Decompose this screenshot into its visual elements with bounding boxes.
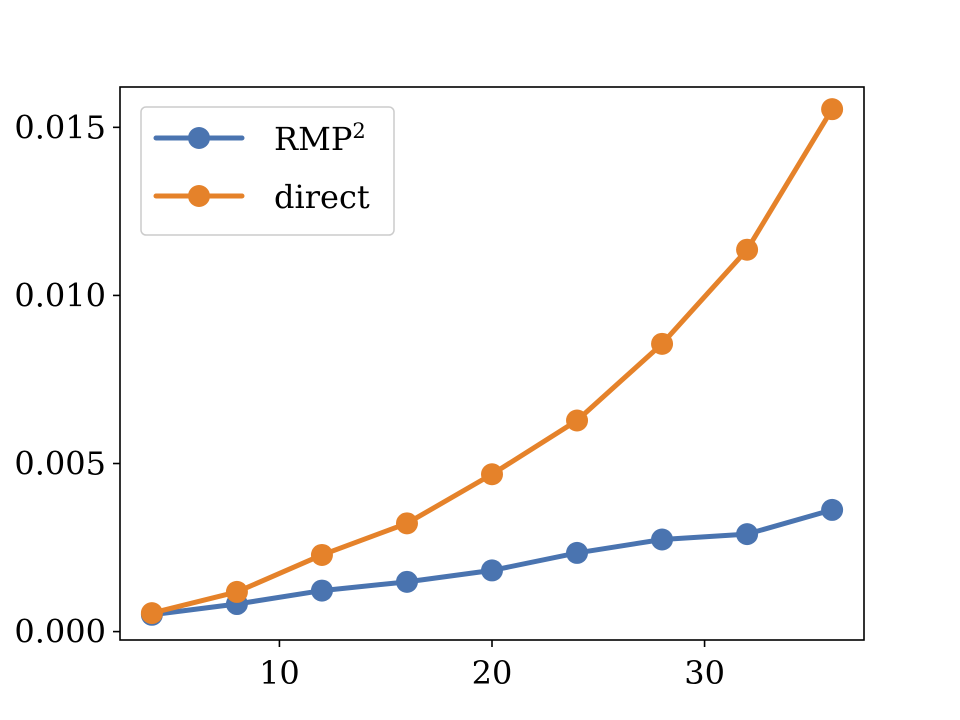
y-tick-label: 0.005 [14, 445, 106, 483]
series-0-point [395, 570, 418, 593]
series-1-point [481, 463, 503, 486]
legend: RMP2 direct [140, 106, 395, 236]
series-1-point [566, 409, 589, 432]
series-0-point [566, 541, 589, 564]
series-0-point [736, 523, 759, 546]
series-layer [140, 98, 844, 626]
y-tick-label: 0.010 [14, 276, 106, 314]
legend-swatch-marker [188, 127, 210, 149]
y-tick-label: 0.000 [14, 613, 106, 651]
series-1-point [651, 332, 674, 355]
series-1-point [225, 580, 248, 603]
x-tick-label: 30 [684, 654, 725, 692]
x-axis: 10 20 30 [259, 640, 725, 692]
series-0-point [651, 528, 674, 551]
legend-label-superscript: 2 [352, 119, 365, 143]
series-1-point [140, 602, 163, 625]
series-1-point [310, 543, 333, 566]
legend-label: direct [274, 178, 370, 216]
y-tick-label: 0.015 [14, 108, 106, 146]
legend-label-text: RMP [274, 120, 352, 158]
legend-label-text: direct [274, 178, 370, 216]
series-0-point [310, 579, 333, 602]
series-0-point [481, 559, 503, 582]
x-tick-label: 20 [472, 654, 513, 692]
series-0-point [821, 498, 844, 521]
legend-swatch-marker [188, 185, 210, 207]
y-axis: 0.000 0.005 0.010 0.015 [14, 108, 120, 651]
x-tick-label: 10 [259, 654, 300, 692]
series-1-point [736, 238, 759, 261]
series-1-point [395, 512, 418, 535]
series-1-point [821, 98, 844, 121]
legend-label: RMP2 [274, 119, 366, 158]
